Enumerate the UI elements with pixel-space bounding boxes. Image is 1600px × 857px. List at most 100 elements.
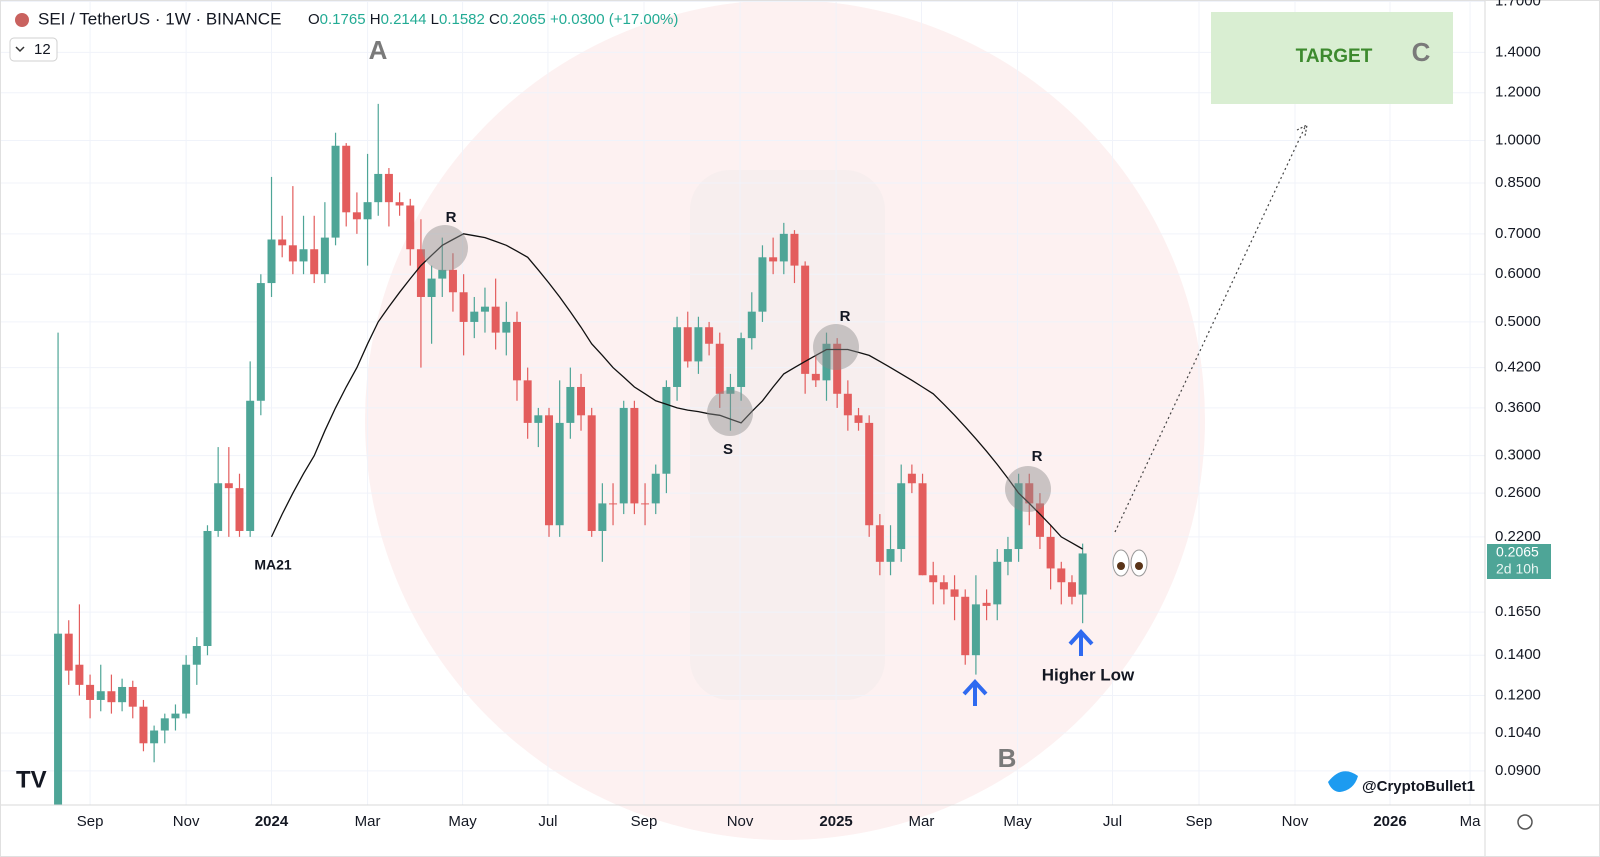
candle-body	[577, 386, 586, 416]
candle-body	[715, 343, 724, 394]
candle-body	[54, 633, 63, 805]
candle-body	[907, 473, 916, 484]
candle-body	[86, 684, 95, 700]
candle-body	[598, 503, 607, 531]
last-price: 0.2065	[1496, 544, 1539, 560]
candle-body	[96, 691, 105, 700]
candle-body	[683, 327, 692, 362]
x-tick-label: Jul	[538, 813, 557, 830]
y-tick-label: 0.7000	[1495, 225, 1541, 242]
candle-body	[395, 202, 404, 206]
candle-body	[929, 575, 938, 583]
candle-body	[224, 483, 233, 489]
y-tick-label: 0.6000	[1495, 265, 1541, 282]
interval-text: 12	[34, 41, 51, 58]
candle-body	[758, 257, 767, 312]
x-tick-label: Jul	[1103, 813, 1122, 830]
annotation: R	[840, 308, 851, 325]
candle-body	[875, 525, 884, 562]
candle-body	[918, 483, 927, 576]
annotation: A	[369, 35, 388, 65]
candle-body	[790, 233, 799, 266]
x-tick-label: Sep	[77, 813, 104, 830]
symbol-icon	[15, 13, 29, 27]
candle-body	[651, 473, 660, 504]
candle-body	[950, 589, 959, 597]
interval-badge[interactable]	[9, 37, 58, 62]
candle-body	[811, 373, 820, 381]
candle-body	[673, 327, 682, 387]
countdown: 2d 10h	[1496, 561, 1539, 577]
candle-body	[256, 283, 265, 401]
candle-body	[555, 422, 564, 526]
candle-body	[406, 205, 415, 250]
candle-body	[769, 257, 778, 262]
annotation: B	[998, 743, 1017, 773]
candle-body	[534, 415, 543, 423]
candle-body	[971, 604, 980, 656]
candle-body	[523, 380, 532, 423]
annotation: @CryptoBullet1	[1362, 778, 1475, 795]
candle-body	[587, 415, 596, 531]
candle-body	[416, 249, 425, 297]
x-tick-label: 2026	[1373, 813, 1406, 830]
x-tick-label: Mar	[355, 813, 381, 830]
x-tick-label: Ma	[1460, 813, 1481, 830]
candle-body	[801, 265, 810, 374]
y-tick-label: 1.0000	[1495, 131, 1541, 148]
candle-body	[150, 730, 159, 744]
candle-body	[694, 327, 703, 362]
candle-body	[235, 488, 244, 531]
candle-body	[1025, 483, 1034, 504]
candle-body	[897, 483, 906, 550]
eyes-emoji	[1112, 549, 1148, 577]
candle-body	[662, 386, 671, 474]
candle-body	[630, 407, 639, 504]
candle-body	[726, 386, 735, 394]
candle-body	[118, 686, 127, 703]
candle-body	[843, 393, 852, 416]
candle-body	[299, 249, 308, 262]
y-tick-label: 1.7000	[1495, 0, 1541, 10]
candle-body	[1035, 503, 1044, 537]
annotation: Higher Low	[1042, 665, 1135, 684]
x-tick-label: Sep	[631, 813, 658, 830]
candle-body	[139, 706, 148, 744]
candle-body	[961, 596, 970, 656]
up-arrow	[962, 679, 988, 706]
settings-icon[interactable]	[1517, 814, 1533, 830]
annotation: S	[723, 441, 733, 458]
x-tick-label: Nov	[173, 813, 200, 830]
candle-body	[1046, 536, 1055, 569]
candle-body	[1067, 582, 1076, 597]
y-tick-label: 1.4000	[1495, 43, 1541, 60]
annotation: R	[1032, 448, 1043, 465]
candle-body	[545, 415, 554, 526]
price-label-box	[1487, 544, 1551, 579]
candle-body	[1003, 549, 1012, 562]
candle-body	[267, 239, 276, 284]
candle-body	[363, 202, 372, 220]
candle-body	[822, 343, 831, 381]
candle-body	[459, 292, 468, 322]
candle-body	[107, 691, 116, 703]
y-tick-label: 0.1200	[1495, 687, 1541, 704]
candle-body	[214, 483, 223, 531]
candle-body	[427, 278, 436, 297]
y-tick-label: 0.8500	[1495, 174, 1541, 191]
highlight-circle	[1005, 466, 1051, 512]
candle-body	[470, 311, 479, 322]
annotation: R	[446, 209, 457, 226]
y-tick-label: 0.5000	[1495, 313, 1541, 330]
candle-body	[491, 306, 500, 333]
candle-body	[203, 530, 212, 647]
candle-body	[833, 343, 842, 394]
candle-body	[737, 338, 746, 387]
candle-body	[64, 633, 73, 671]
candle-body	[1057, 568, 1066, 583]
x-tick-label: 2025	[819, 813, 852, 830]
highlight-circle	[422, 225, 468, 271]
candle-body	[128, 686, 137, 707]
y-tick-label: 0.1400	[1495, 646, 1541, 663]
